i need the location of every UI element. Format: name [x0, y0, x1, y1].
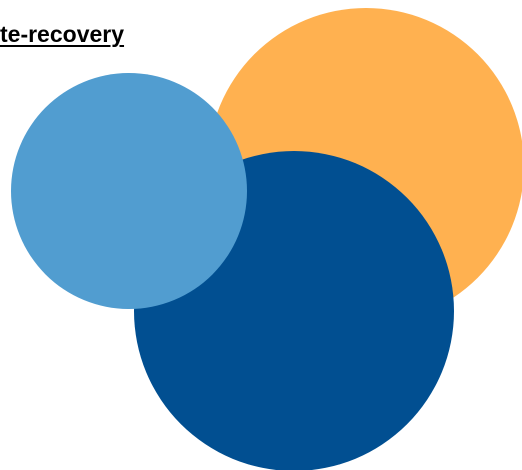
section-link[interactable]: te-recovery: [0, 21, 125, 47]
light-blue-circle: [11, 73, 247, 309]
